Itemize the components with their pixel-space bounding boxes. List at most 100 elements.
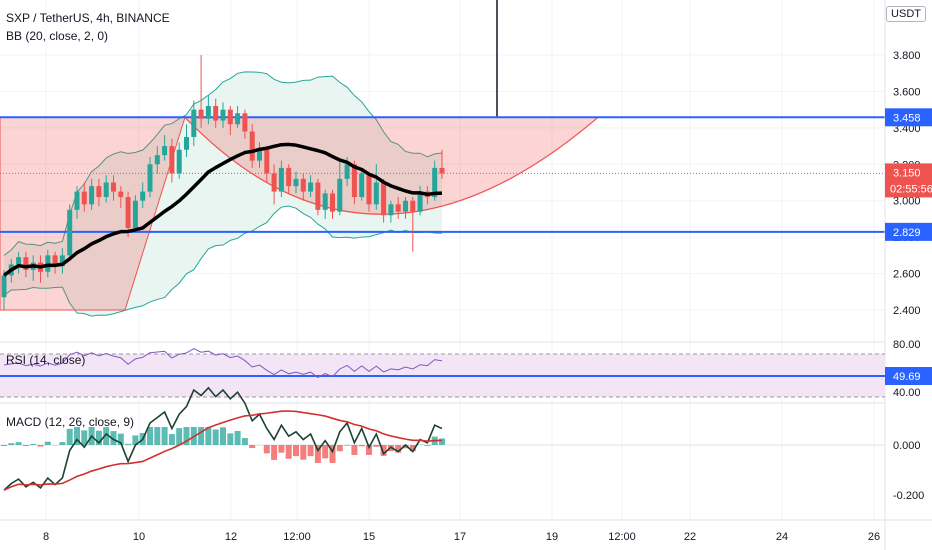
candle-body [432,167,438,198]
macd-histogram-bar [380,445,387,456]
last-price-badge: 3.150 02:55:56 [885,163,932,198]
candle [205,95,211,125]
candle-body [191,109,197,137]
macd-histogram-bar [154,427,161,445]
macd-histogram-bar [409,445,416,452]
last-price-badge-bg [885,163,932,198]
macd-histogram-bar [15,442,22,445]
rsi-value-badge-bg [885,367,932,385]
macd-histogram-bar [147,427,153,445]
candle-body [67,209,73,256]
candle-body [162,146,168,156]
candle-body [147,164,153,192]
macd-histogram-bar [103,427,110,445]
macd-tick-label: -0.200 [893,490,924,502]
price-level-badge-bg [885,108,932,127]
candle [293,171,299,194]
candle [198,55,204,128]
candle-body [205,106,211,119]
candle-body [439,167,445,174]
candle [395,197,401,219]
macd-histogram-bar [205,427,212,445]
macd-histogram-bar [8,443,15,445]
macd-histogram-bar [117,433,124,445]
price-tick-label: 3.000 [893,196,921,208]
price-tick-label: 2.600 [893,269,921,281]
candle-body [271,173,277,192]
price-level-badge: 2.829 [885,222,932,241]
bb-indicator-label[interactable]: BB (20, close, 2, 0) [6,29,109,43]
macd-histogram-bar [424,445,431,446]
candle-body [381,182,387,216]
macd-histogram-bar [110,431,117,445]
candle [118,186,124,208]
rsi-indicator-label[interactable]: RSI (14, close) [6,353,86,367]
candle [213,98,219,128]
candle [271,164,277,205]
candle [308,175,314,198]
candle [140,182,146,208]
macd-histogram-bar [30,443,37,445]
rsi-tick-label: 40.00 [893,387,921,399]
candle-body [337,178,343,212]
candle [381,178,387,223]
candle [74,186,80,219]
macd-histogram-bar [322,445,329,459]
candle-body [257,149,262,161]
price-tick-label: 3.800 [893,50,921,62]
candle [286,164,292,194]
candle [169,138,175,183]
currency-button[interactable]: USDT [886,6,926,22]
time-tick-label: 15 [363,531,375,543]
rsi-tick-label: 80.00 [893,339,921,351]
candle [410,197,416,252]
candle-body [96,186,102,198]
macd-histogram-bar [366,445,372,455]
candle [132,195,138,232]
macd-histogram-bar [44,441,51,445]
candle [235,106,241,128]
macd-histogram-bar [74,427,80,445]
candle-body [111,182,116,192]
candle [81,182,87,212]
macd-histogram-bar [220,427,226,445]
macd-histogram-bar [132,435,139,445]
candle-body [74,191,80,210]
candle [125,191,131,238]
candle [227,106,233,136]
macd-signal-line [3,410,443,491]
candle [257,142,262,168]
candle [359,167,365,201]
candle-body [330,193,335,212]
macd-histogram-bar [227,433,234,445]
macd-histogram-bar [314,445,321,463]
candle [176,142,182,179]
candle-body [140,191,146,201]
time-tick-label: 10 [133,531,145,543]
candle-body [264,149,270,174]
macd-histogram-bar [336,445,343,452]
candle [315,178,321,216]
macd-histogram-bar [168,434,175,445]
candle [154,146,160,174]
last-price-text: 3.150 [893,167,921,179]
macd-histogram-bar [249,445,256,449]
candle-body [227,109,233,125]
macd-histogram-bar [37,445,44,447]
macd-histogram-bar [212,429,219,445]
candle-body [1,275,7,298]
candle [191,100,197,147]
candle-body [81,191,87,205]
candle-body [59,255,65,267]
macd-histogram-bar [125,443,132,445]
macd-histogram-bar [241,438,248,445]
macd-histogram-bar [307,445,314,457]
time-tick-label: 12 [225,531,237,543]
candle-body [373,182,379,205]
macd-histogram-bar [293,445,299,457]
candle [322,189,328,219]
macd-histogram-bar [81,430,88,445]
macd-indicator-label[interactable]: MACD (12, 26, close, 9) [6,415,135,429]
candle [52,251,58,274]
